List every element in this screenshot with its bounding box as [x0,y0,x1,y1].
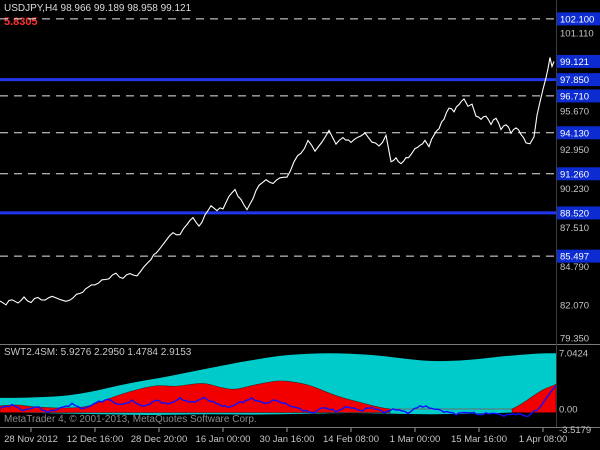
time-axis[interactable]: 28 Nov 2012 12 Dec 16:00 28 Dec 20:00 16 Ja… [4,428,567,445]
price-axis-highlight [557,126,600,140]
current-price-label: 99.121 [560,57,589,68]
time-axis-label: 14 Feb 08:00 [323,434,379,445]
price-axis-label: 95.670 [560,106,589,117]
price-axis-highlight [557,249,600,263]
chart-symbol-ohlc: USDJPY,H4 98.966 99.189 98.958 99.121 [4,3,192,14]
price-axis-label: 96.710 [560,91,589,102]
watermark-text: MetaTrader 4, © 2001-2013, MetaQuotes So… [4,414,257,425]
price-axis-label: 87.510 [560,223,589,234]
price-axis-label: 91.260 [560,169,589,180]
price-levels [0,18,556,257]
time-axis-label: 30 Jan 16:00 [260,434,315,445]
time-axis-label: 1 Mar 00:00 [390,434,441,445]
price-axis-highlight [557,167,600,181]
indicator-axis-label: -3.5179 [559,425,591,436]
price-axis-label: 90.230 [560,184,589,195]
time-axis-label: 1 Apr 08:00 [519,434,568,445]
indicator-line-blue [0,385,557,418]
price-axis-label: 102.100 [560,14,594,25]
time-axis-label: 15 Mar 16:00 [451,434,507,445]
price-axis-highlight [557,12,600,26]
indicator-pane[interactable] [0,353,557,418]
indicator-axis-label: 0.00 [559,405,578,416]
indicator-axis-label: 7.0424 [559,348,588,359]
indicator-area-red [0,380,391,413]
pane-separators [0,0,600,428]
price-axis-highlight [557,89,600,103]
price-axis-highlight [557,206,600,220]
price-axis-label: 94.130 [560,128,589,139]
time-axis-label: 28 Nov 2012 [4,434,58,445]
price-axis-label: 88.520 [560,208,589,219]
price-pane[interactable] [0,57,555,306]
subwindow-indicator-label: SWT2.4SM: 5.9276 2.2950 1.4784 2.9153 [4,347,192,358]
current-price-highlight [557,54,600,68]
price-axis-label: 82.070 [560,301,589,312]
price-axis-label: 85.497 [560,252,589,263]
price-line [0,57,555,306]
price-axis-label: 97.850 [560,75,589,86]
price-axis[interactable]: 102.100 101.110 99.121 97.850 96.710 95.670 94… [557,12,600,345]
indicator-area-red [511,383,557,413]
indicator-axis[interactable]: 7.0424 0.00 -3.5179 [559,348,591,436]
price-axis-label: 101.110 [560,29,594,40]
price-axis-label: 84.790 [560,262,589,273]
time-axis-label: 12 Dec 16:00 [67,434,124,445]
price-axis-label: 92.950 [560,145,589,156]
price-axis-label: 79.350 [560,334,589,345]
time-axis-label: 16 Jan 00:00 [196,434,251,445]
time-axis-label: 28 Dec 20:00 [131,434,188,445]
price-axis-highlight [557,73,600,87]
